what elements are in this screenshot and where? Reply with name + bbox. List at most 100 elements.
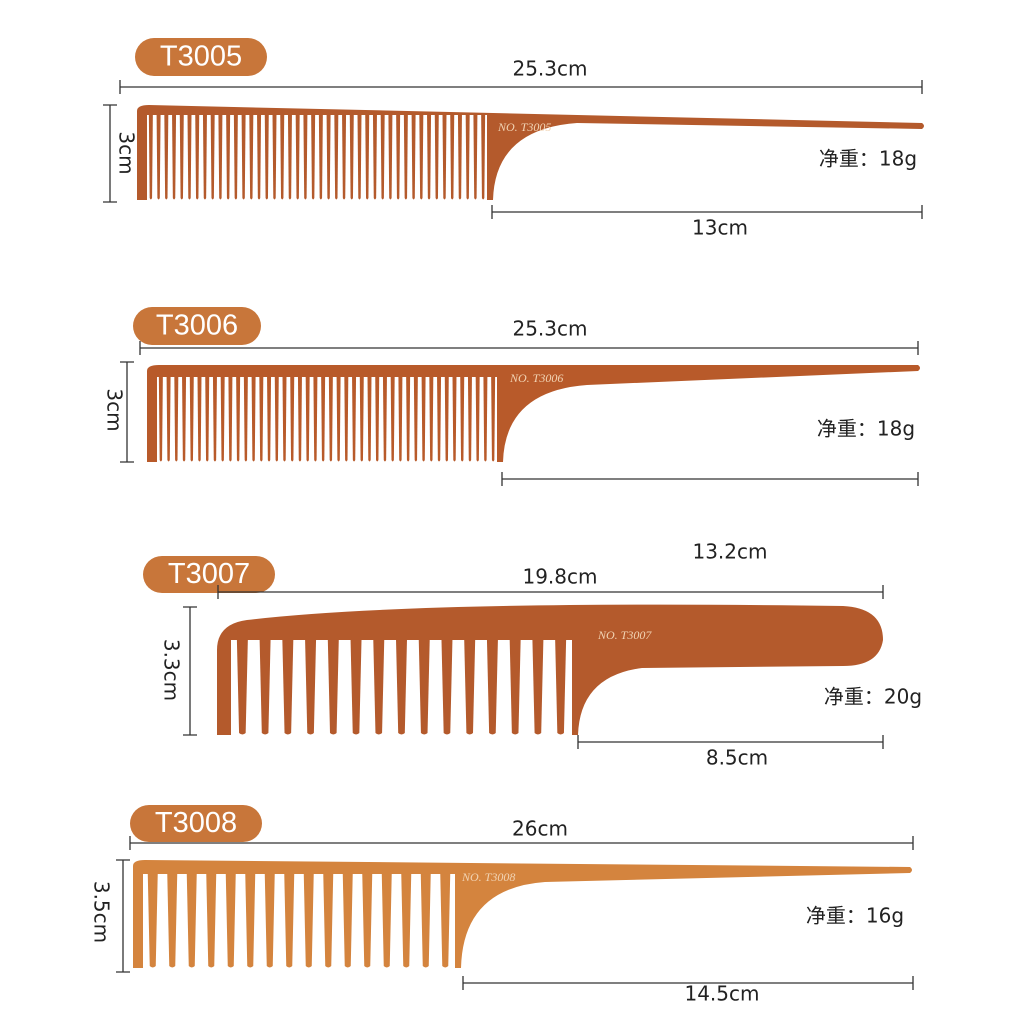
model-label: T3007	[168, 558, 250, 590]
comb-tooth	[228, 376, 233, 462]
comb-tooth	[367, 376, 372, 462]
comb-tooth	[225, 873, 236, 968]
weight-label: 净重：18g	[819, 147, 917, 171]
comb-tooth	[172, 114, 177, 200]
model-label: T3008	[155, 807, 237, 839]
comb-card: T3008 26cm 3.5cm NO. T3008 净重：16g 14.5cm	[90, 805, 914, 1006]
comb-tooth	[327, 639, 339, 735]
comb-tooth	[396, 639, 407, 735]
comb-tooth	[509, 639, 521, 735]
comb-tooth	[280, 114, 285, 200]
comb-tooth	[148, 114, 153, 200]
comb-tooth	[342, 114, 347, 200]
comb-tooth	[357, 114, 362, 200]
comb-tooth	[182, 376, 187, 462]
length-line	[119, 80, 923, 94]
comb-tooth	[167, 873, 178, 968]
comb-tooth	[318, 114, 323, 200]
comb-tooth	[323, 873, 334, 968]
model-badge	[143, 556, 275, 593]
comb-tooth	[189, 376, 194, 462]
model-label: T3005	[160, 41, 242, 73]
comb-tooth	[287, 114, 292, 200]
weight-label: 净重：20g	[824, 685, 922, 709]
comb-tooth	[245, 873, 256, 968]
comb-tooth	[267, 376, 272, 462]
comb-tooth	[321, 376, 326, 462]
comb-tooth	[388, 114, 393, 200]
height-line	[103, 104, 117, 203]
comb-tooth	[186, 873, 197, 968]
model-label: T3006	[156, 310, 238, 342]
comb-tooth	[259, 639, 271, 735]
comb-tooth	[452, 376, 457, 462]
length-line	[129, 836, 914, 850]
comb-tooth	[481, 114, 486, 200]
comb-tooth	[249, 114, 254, 200]
comb-tooth	[427, 114, 432, 200]
comb-tooth	[147, 873, 158, 968]
height-label: 3cm	[115, 131, 139, 174]
model-badge	[135, 38, 267, 76]
comb-tooth	[326, 114, 331, 200]
comb-tooth	[297, 376, 302, 462]
comb-tooth	[440, 873, 451, 968]
height-line	[116, 859, 130, 973]
comb-tooth	[483, 376, 488, 462]
comb-tooth	[243, 376, 248, 462]
weight-label: 净重：16g	[806, 904, 904, 928]
engraving: NO. T3006	[509, 371, 563, 385]
comb-tooth	[290, 376, 295, 462]
comb-tooth	[282, 376, 287, 462]
comb-tooth	[349, 114, 354, 200]
comb-tooth	[336, 376, 341, 462]
handle-line	[577, 735, 884, 749]
comb-tooth	[212, 376, 217, 462]
comb-tooth	[419, 114, 424, 200]
comb-tooth	[359, 376, 364, 462]
comb-tooth	[450, 114, 455, 200]
comb-tooth	[460, 376, 465, 462]
length-line	[217, 585, 884, 599]
comb-tooth	[166, 376, 171, 462]
extra-label: 13.2cm	[692, 540, 767, 564]
comb-tooth	[264, 114, 269, 200]
comb-tooth	[365, 114, 370, 200]
comb-tooth	[444, 376, 449, 462]
comb-tooth	[220, 376, 225, 462]
comb-tooth	[372, 114, 377, 200]
comb-tooth	[465, 114, 470, 200]
engraving: NO. T3007	[597, 628, 652, 642]
comb-tooth	[475, 376, 480, 462]
handle-label: 13cm	[692, 216, 748, 240]
comb-tooth	[158, 376, 163, 462]
comb-card: T3007 19.8cm 13.2cm 3.3cm NO. T3007 净重：20g 8.5…	[143, 540, 922, 770]
comb-tooth	[210, 114, 215, 200]
comb-tooth	[236, 376, 241, 462]
comb-tooth	[434, 114, 439, 200]
comb-tooth	[328, 376, 333, 462]
comb-tooth	[555, 639, 567, 735]
length-label: 26cm	[512, 817, 568, 841]
comb-tooth	[473, 114, 478, 200]
comb-tooth	[218, 114, 223, 200]
comb-tooth	[303, 873, 314, 968]
comb-tooth	[334, 114, 339, 200]
handle-label: 8.5cm	[706, 746, 768, 770]
comb-tooth	[311, 114, 316, 200]
comb-tooth	[156, 114, 161, 200]
comb-tooth	[396, 114, 401, 200]
comb-tooth	[486, 639, 498, 735]
comb-tooth	[274, 376, 279, 462]
comb-tooth	[532, 639, 544, 735]
comb-tooth	[236, 639, 248, 735]
comb-tooth	[202, 114, 207, 200]
comb-tooth	[251, 376, 256, 462]
comb-tooth	[375, 376, 380, 462]
comb-tooth	[421, 376, 426, 462]
comb-card: T3006 25.3cm 3cm NO. T3006 净重：18g	[103, 307, 920, 486]
comb-tooth	[195, 114, 200, 200]
comb-tooth	[442, 114, 447, 200]
comb-tooth	[467, 376, 472, 462]
